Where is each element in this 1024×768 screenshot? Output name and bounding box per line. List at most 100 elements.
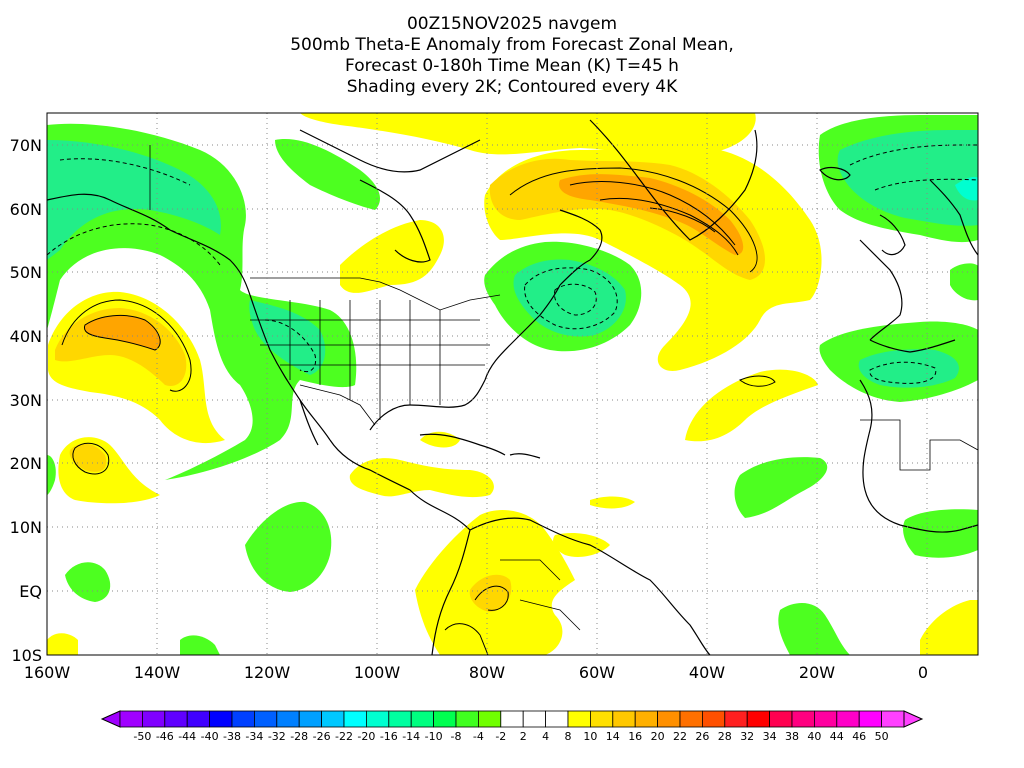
colorbar-swatch <box>343 710 367 728</box>
colorbar-label: -46 <box>156 730 174 743</box>
graticule <box>47 113 978 655</box>
shade-west-us-teal <box>249 300 326 375</box>
lat-label: 10N <box>10 518 42 537</box>
colorbar-label: -28 <box>290 730 308 743</box>
coast-arctic-islands <box>299 129 481 173</box>
coast-south-america <box>469 517 711 655</box>
latitude-labels: 70N 60N 50N 40N 30N 20N 10N EQ 10S <box>10 136 42 665</box>
shade-atlantic-gold <box>489 158 765 280</box>
colorbar-label: 32 <box>740 730 754 743</box>
colorbar-label: -20 <box>357 730 375 743</box>
colorbar-label: -16 <box>380 730 398 743</box>
coast-east-us <box>484 284 561 381</box>
shade-med-teal <box>858 349 959 388</box>
title-line-3: Forecast 0-180h Time Mean (K) T=45 h <box>345 56 679 76</box>
colorbar-swatch <box>231 710 255 728</box>
shade-hudson-green <box>275 139 380 210</box>
colorbar-swatch <box>724 710 748 728</box>
coast-baja <box>299 399 319 446</box>
lat-label: 40N <box>10 327 42 346</box>
colorbar-label: -26 <box>313 730 331 743</box>
colorbar-label: 46 <box>852 730 866 743</box>
colorbar-label: 44 <box>830 730 844 743</box>
shade-atlantic-green-2 <box>778 603 850 655</box>
border-sa <box>500 559 581 631</box>
contours <box>61 167 776 655</box>
shade-hudson <box>340 220 444 293</box>
shade-europe-cyan <box>955 176 978 201</box>
colorbar-label: -22 <box>335 730 353 743</box>
lat-label: 70N <box>10 136 42 155</box>
coast-iberia <box>869 339 956 353</box>
colorbar-swatch <box>679 710 703 728</box>
border-us-canada <box>250 277 501 311</box>
coast-west-na <box>249 294 331 441</box>
shade-atlantic-small <box>590 496 635 509</box>
colorbar-label: 10 <box>583 730 597 743</box>
colorbar-label: -4 <box>473 730 484 743</box>
coast-scandinavia <box>929 179 978 256</box>
coast-mexico <box>329 439 471 531</box>
colorbar-label: -44 <box>178 730 196 743</box>
shade-greenland-top <box>300 113 756 155</box>
colorbar-swatch <box>769 710 793 728</box>
colorbar-swatch <box>477 710 502 728</box>
colorbar-swatch <box>657 710 681 728</box>
longitude-labels: 160W 140W 120W 100W 80W 60W 40W 20W 0 <box>24 663 928 682</box>
shade-pacific-green-1 <box>245 501 332 592</box>
colorbar-swatch <box>388 710 412 728</box>
lon-label: 20W <box>799 663 835 682</box>
coast-hudson-bay <box>359 179 431 263</box>
colorbar-swatch <box>881 710 905 728</box>
colorbar-swatch <box>455 710 479 728</box>
border-us-mexico <box>299 384 376 426</box>
border-states-1 <box>289 300 441 420</box>
shade-central-america <box>349 458 494 498</box>
colorbar-label: 20 <box>651 730 665 743</box>
colorbar-label: 14 <box>606 730 620 743</box>
lat-label: EQ <box>19 582 42 601</box>
shade-africa-green <box>903 509 978 558</box>
colorbar-label: -40 <box>201 730 219 743</box>
coast-gulf <box>369 379 486 431</box>
colorbar-label: -50 <box>133 730 151 743</box>
colorbar-arrow-left <box>100 710 121 728</box>
colorbar-label: -2 <box>495 730 506 743</box>
colorbar-label: -10 <box>425 730 443 743</box>
coast-iceland <box>819 166 851 181</box>
colorbar-swatch <box>433 710 457 728</box>
lon-label: 100W <box>354 663 401 682</box>
colorbar-label: -14 <box>402 730 420 743</box>
lon-label: 140W <box>134 663 181 682</box>
colorbar-swatch <box>209 710 233 728</box>
shade-pacific-green-4 <box>47 455 56 495</box>
colorbar-label: 50 <box>875 730 889 743</box>
coastlines <box>47 119 978 655</box>
political-borders <box>149 145 978 631</box>
colorbar-label: 26 <box>695 730 709 743</box>
anomaly-shading <box>47 113 978 655</box>
colorbar-label: 28 <box>718 730 732 743</box>
title-line-1: 00Z15NOV2025 navgem <box>406 14 618 34</box>
shade-europe-teal <box>837 130 978 226</box>
colorbar-swatch <box>119 710 143 728</box>
colorbar-label: 8 <box>565 730 572 743</box>
shade-africa-south <box>920 600 978 655</box>
colorbar-label: 22 <box>673 730 687 743</box>
colorbar-swatch <box>858 710 883 728</box>
shade-venezuela <box>553 533 610 557</box>
contours-negative <box>47 144 978 384</box>
colorbar-swatch <box>545 710 569 728</box>
lat-label: 20N <box>10 454 42 473</box>
coast-alaska <box>47 193 251 296</box>
coast-europe <box>859 239 903 341</box>
lon-label: 40W <box>689 663 725 682</box>
shade-pacific-green-2 <box>65 562 111 602</box>
coast-hispaniola <box>509 453 541 459</box>
shade-hawaii-gold <box>69 443 107 472</box>
shade-alaska-teal <box>47 140 221 260</box>
coast-greenland <box>589 119 758 241</box>
lon-label: 160W <box>24 663 71 682</box>
coast-sa-west <box>431 529 471 655</box>
